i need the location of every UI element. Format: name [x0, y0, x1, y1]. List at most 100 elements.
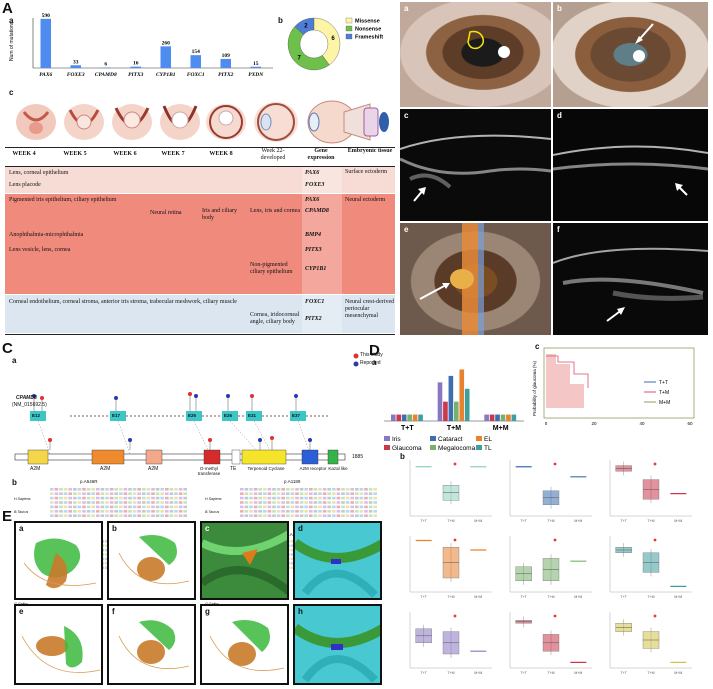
alignment-residue — [341, 510, 345, 513]
bar-TT-megalocoma — [407, 414, 412, 421]
domain-te: TE — [230, 466, 237, 472]
alignment-residue — [267, 510, 272, 513]
alignment-residue — [54, 496, 59, 500]
alignment-residue — [359, 505, 364, 509]
alignment-residue — [137, 496, 141, 500]
bar-pitx2 — [220, 58, 231, 68]
alignment-residue — [105, 501, 109, 504]
table-band-neural — [5, 194, 395, 294]
bp-tick: T+T — [421, 595, 428, 599]
pbox-label-g: g — [205, 607, 210, 616]
y-axis-label: Num of mutations — [9, 21, 15, 61]
mut-label-a546r: p.A546R — [80, 479, 98, 484]
alignment-residue — [304, 488, 308, 491]
row-lens-placode: Lens placode — [9, 182, 41, 188]
table-rule-bottom — [5, 334, 395, 335]
alignment-residue — [299, 501, 304, 504]
alignment-residue — [68, 501, 72, 504]
alignment-residue — [350, 505, 354, 509]
alignment-residue — [105, 510, 109, 513]
legend-text-tl: TL — [484, 445, 492, 452]
alignment-residue — [355, 501, 359, 504]
exon-e26: E26 — [224, 413, 233, 418]
alignment-residue — [281, 492, 285, 495]
alignment-residue — [249, 496, 253, 500]
alignment-residue — [359, 492, 364, 495]
alignment-residue — [96, 505, 100, 509]
bp-tick: T+M — [447, 519, 454, 523]
header-week4: WEEK 4 — [12, 151, 36, 157]
domain-terpenoid: Terpenoid Cyclase — [247, 466, 285, 471]
domain-a2m-receptor: A2M receptor — [299, 466, 327, 471]
alignment-residue — [272, 510, 276, 513]
alignment-residue — [290, 505, 295, 509]
alignment-residue — [368, 510, 373, 513]
alignment-residue — [123, 505, 128, 509]
bar-value-pax6: 590 — [42, 13, 51, 19]
exon-e12: E12 — [32, 413, 41, 418]
alignment-residue — [240, 510, 244, 513]
boxplot-grid: T+T T+M M+M T+T T+M M+M T+T T+M M+M T+T T+M M+M T+T T… — [409, 460, 692, 675]
alignment-residue — [151, 505, 155, 509]
alignment-residue — [73, 505, 77, 509]
alignment-residue — [272, 505, 276, 509]
bar-TM-cataract — [448, 375, 454, 421]
alignment-residue — [77, 505, 82, 509]
alignment-residue — [336, 492, 341, 495]
alignment-residue — [96, 492, 100, 495]
alignment-residue — [59, 505, 63, 509]
sublabel-Da: a — [372, 358, 377, 367]
alignment-residue — [258, 505, 262, 509]
alignment-residue — [350, 510, 354, 513]
alignment-residue — [253, 510, 258, 513]
alignment-residue — [244, 488, 249, 491]
adult-eye-illustration — [307, 100, 389, 144]
alignment-residue — [299, 488, 304, 491]
alignment-residue — [68, 514, 72, 517]
alignment-residue — [290, 540, 295, 543]
alignment-residue — [304, 501, 308, 504]
alignment-residue — [160, 501, 164, 504]
development-table: WEEK 4 WEEK 5 WEEK 6 WEEK 7 WEEK 8 Week … — [5, 146, 395, 371]
alignment-residue — [341, 514, 345, 517]
legend-text-megalocoma: Megalocoma — [438, 445, 476, 452]
alignment-residue — [123, 501, 128, 504]
alignment-residue — [350, 492, 354, 495]
alignment-residue — [355, 505, 359, 509]
alignment-residue — [86, 488, 91, 491]
alignment-residue — [132, 496, 137, 500]
alignment-residue — [105, 514, 109, 517]
alignment-residue — [119, 496, 123, 500]
alignment-residue — [341, 501, 345, 504]
alignment-residue — [119, 510, 123, 513]
alignment-residue — [142, 496, 146, 500]
species-1: H.Sapiens — [14, 496, 31, 501]
alignment-residue — [142, 492, 146, 495]
gene-pax6-2: PAX6 — [305, 197, 320, 203]
legend-text-nonsense: Nonsense — [355, 27, 381, 33]
alignment-residue — [73, 510, 77, 513]
domain-a2m-2: A2M — [100, 466, 111, 472]
alignment-residue — [322, 488, 327, 491]
alignment-residue — [341, 488, 345, 491]
oct-c-overlay — [400, 134, 551, 202]
alignment-residue — [183, 496, 187, 500]
alignment-residue — [63, 488, 68, 491]
alignment-residue — [359, 496, 364, 500]
alignment-residue — [54, 505, 59, 509]
alignment-residue — [151, 510, 155, 513]
alignment-residue — [146, 492, 151, 495]
alignment-residue — [327, 492, 331, 495]
alignment-residue — [286, 488, 290, 491]
alignment-residue — [174, 501, 178, 504]
alignment-residue — [109, 505, 114, 509]
header-embryonic-tissue: Embryonic tissue — [347, 148, 393, 154]
alignment-residue — [100, 496, 105, 500]
table-band-surface — [5, 167, 395, 193]
tick-cpamd8: CPAMD8 — [95, 72, 117, 78]
alignment-residue — [249, 501, 253, 504]
legend-swatch-cataract — [430, 436, 436, 441]
alignment-residue — [263, 501, 267, 504]
domain-o-methyl: O-methyl transferase — [197, 466, 221, 476]
bar-TT-glaucoma — [396, 414, 402, 421]
